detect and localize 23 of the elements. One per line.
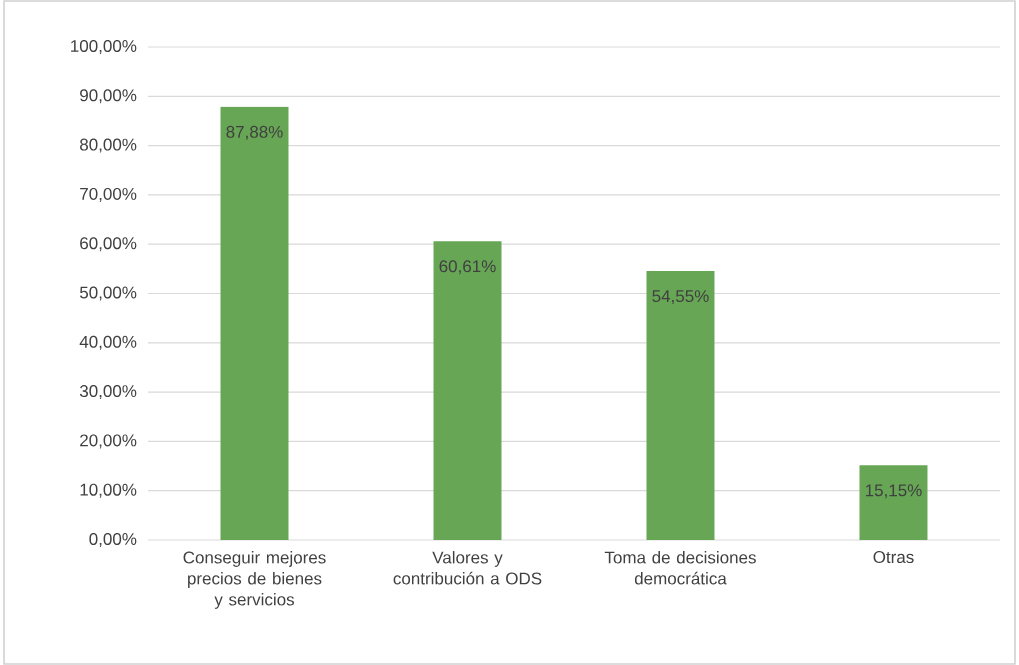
y-tick-label: 30,00% bbox=[79, 385, 137, 400]
y-tick-label: 100,00% bbox=[71, 39, 137, 55]
data-label: 87,88% bbox=[226, 125, 283, 140]
y-tick-label: 20,00% bbox=[80, 434, 137, 449]
bar bbox=[220, 106, 289, 540]
data-label: 54,55% bbox=[652, 290, 709, 305]
bar bbox=[646, 271, 715, 540]
x-tick-label: Valores y contribución a ODS bbox=[393, 551, 542, 585]
data-label: 15,15% bbox=[865, 484, 922, 499]
x-tick-label: Toma de decisiones democrática bbox=[604, 551, 756, 585]
y-tick-label: 10,00% bbox=[80, 483, 137, 498]
y-tick-label: 60,00% bbox=[80, 237, 137, 252]
y-tick-label: 70,00% bbox=[80, 187, 137, 202]
bar bbox=[433, 241, 502, 540]
y-tick-label: 0,00% bbox=[89, 532, 137, 547]
x-tick-label: Otras bbox=[873, 551, 914, 564]
data-label: 60,61% bbox=[439, 260, 496, 275]
y-tick-label: 40,00% bbox=[79, 335, 137, 350]
y-tick-label: 80,00% bbox=[80, 138, 137, 153]
y-tick-label: 50,00% bbox=[79, 286, 137, 301]
bar bbox=[859, 465, 928, 540]
x-tick-label: Conseguir mejores precios de bienes y servicios bbox=[183, 551, 326, 609]
y-tick-label: 90,00% bbox=[80, 89, 137, 104]
